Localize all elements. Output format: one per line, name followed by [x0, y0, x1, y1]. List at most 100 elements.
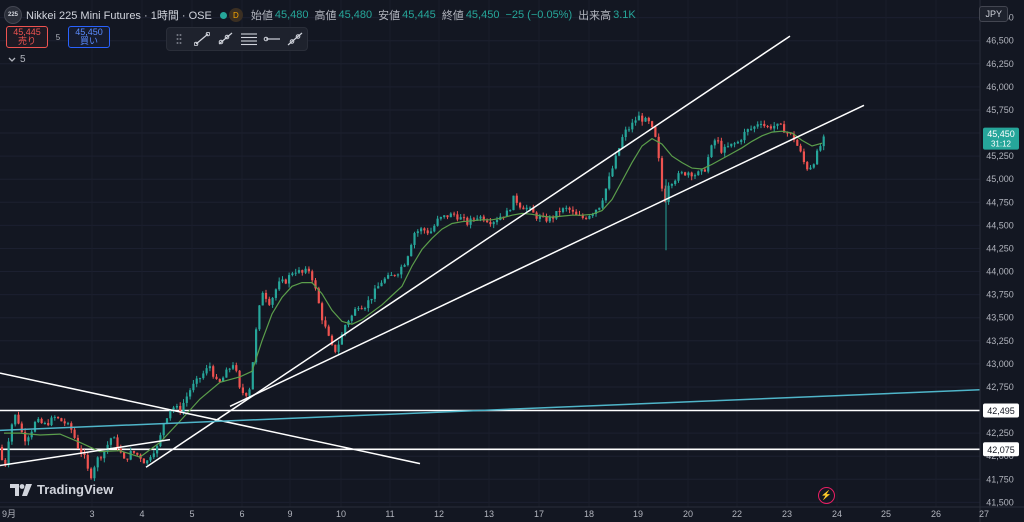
buy-button[interactable]: 45,450 買い [68, 26, 110, 48]
candle-body [568, 207, 571, 210]
candle-body [809, 167, 812, 170]
candle-body [637, 115, 640, 121]
candle-body [486, 220, 489, 223]
y-tick-label: 43,750 [986, 290, 1014, 300]
candle-body [317, 288, 320, 304]
drag-handle-icon[interactable] [169, 31, 189, 47]
candle-body [627, 129, 631, 131]
last-price-tag [983, 127, 1019, 150]
candle-body [581, 215, 584, 218]
candle-body [40, 418, 43, 424]
candle-body [274, 289, 277, 298]
candle-body [288, 275, 291, 284]
x-tick-label: 9月 [2, 509, 16, 519]
candle-body [717, 140, 720, 142]
tradingview-logo-icon [10, 483, 32, 496]
candle-body [396, 274, 400, 276]
candle-body [70, 423, 73, 430]
open-value: 45,480 [274, 9, 309, 21]
ray-icon[interactable] [215, 31, 235, 47]
currency-button[interactable]: JPY [979, 6, 1008, 22]
y-tick-label: 44,250 [986, 243, 1014, 253]
candle-body [750, 128, 753, 130]
candle-body [740, 140, 743, 142]
candle-body [60, 418, 63, 422]
trend-line-icon[interactable] [192, 31, 212, 47]
candle-body [624, 129, 627, 138]
candle-body [350, 315, 353, 321]
candle-body [311, 271, 314, 281]
candle-body [33, 422, 37, 432]
candle-body [136, 452, 139, 455]
symbol-title[interactable]: Nikkei 225 Mini Futures · 1時間 · OSE [26, 10, 212, 22]
volume-value: 3.1K [613, 9, 636, 21]
candle-body [400, 266, 403, 275]
candle-body [545, 216, 548, 222]
candle-body [816, 150, 819, 165]
candle-body [47, 423, 50, 426]
candle-body [215, 376, 218, 380]
candle-body [509, 210, 512, 212]
market-status-icon[interactable] [219, 11, 227, 19]
candle-body [113, 437, 116, 439]
candle-body [476, 218, 479, 220]
candle-body [271, 297, 274, 305]
horizontal-ray-icon[interactable] [262, 31, 282, 47]
symbol-logo[interactable]: 225 [4, 6, 22, 24]
candle-body [713, 140, 716, 146]
candle-body [83, 453, 86, 456]
sell-button[interactable]: 45,445 売り [6, 26, 48, 48]
y-tick-label: 44,500 [986, 220, 1014, 230]
lightning-icon[interactable]: ⚡ [818, 487, 835, 504]
candle-body [208, 366, 211, 369]
candle-body [340, 334, 343, 345]
candle-body [103, 451, 106, 459]
candle-body [443, 215, 446, 218]
x-tick-label: 17 [534, 509, 544, 519]
candle-body [571, 209, 574, 212]
candle-body [413, 233, 416, 245]
tradingview-logo[interactable]: TradingView [10, 482, 113, 497]
spread-value: 5 [55, 32, 61, 42]
candle-body [80, 448, 83, 454]
candle-body [90, 468, 93, 479]
candle-body [172, 407, 175, 411]
candle-body [228, 368, 231, 370]
chevron-down-icon [8, 57, 16, 63]
candle-body [730, 143, 733, 147]
candle-body [489, 222, 492, 225]
y-tick-label: 43,000 [986, 359, 1014, 369]
parallel-channel-icon[interactable] [239, 31, 259, 47]
symbol-header: 225 Nikkei 225 Mini Futures · 1時間 · OSE … [4, 6, 642, 24]
candle-body [410, 244, 413, 257]
candle-body [462, 217, 466, 219]
trend-lines [0, 35, 981, 468]
candle-body [703, 169, 706, 172]
candle-body [146, 460, 149, 464]
candle-body [225, 369, 228, 378]
candle-body [370, 298, 373, 301]
candle-body [327, 326, 330, 336]
moving-average-line [4, 130, 823, 458]
candle-body [423, 228, 426, 231]
candle-body [555, 211, 558, 219]
candle-body [27, 437, 30, 442]
candle-body [492, 222, 495, 225]
sell-price: 45,445 [13, 27, 41, 37]
candle-body [634, 120, 637, 123]
candle-body [614, 155, 617, 169]
candle-body [746, 129, 749, 132]
candle-body [618, 148, 621, 156]
x-tick-label: 10 [336, 509, 346, 519]
indicators-toggle[interactable]: 5 [8, 54, 26, 65]
buy-label: 買い [79, 36, 98, 46]
candle-body [291, 273, 294, 276]
horizontal-level-tag [983, 403, 1019, 418]
candle-body [261, 292, 264, 306]
extended-line-icon[interactable] [285, 31, 305, 47]
candle-body [420, 228, 423, 232]
d-badge[interactable]: D [228, 8, 243, 22]
candle-body [453, 213, 456, 215]
